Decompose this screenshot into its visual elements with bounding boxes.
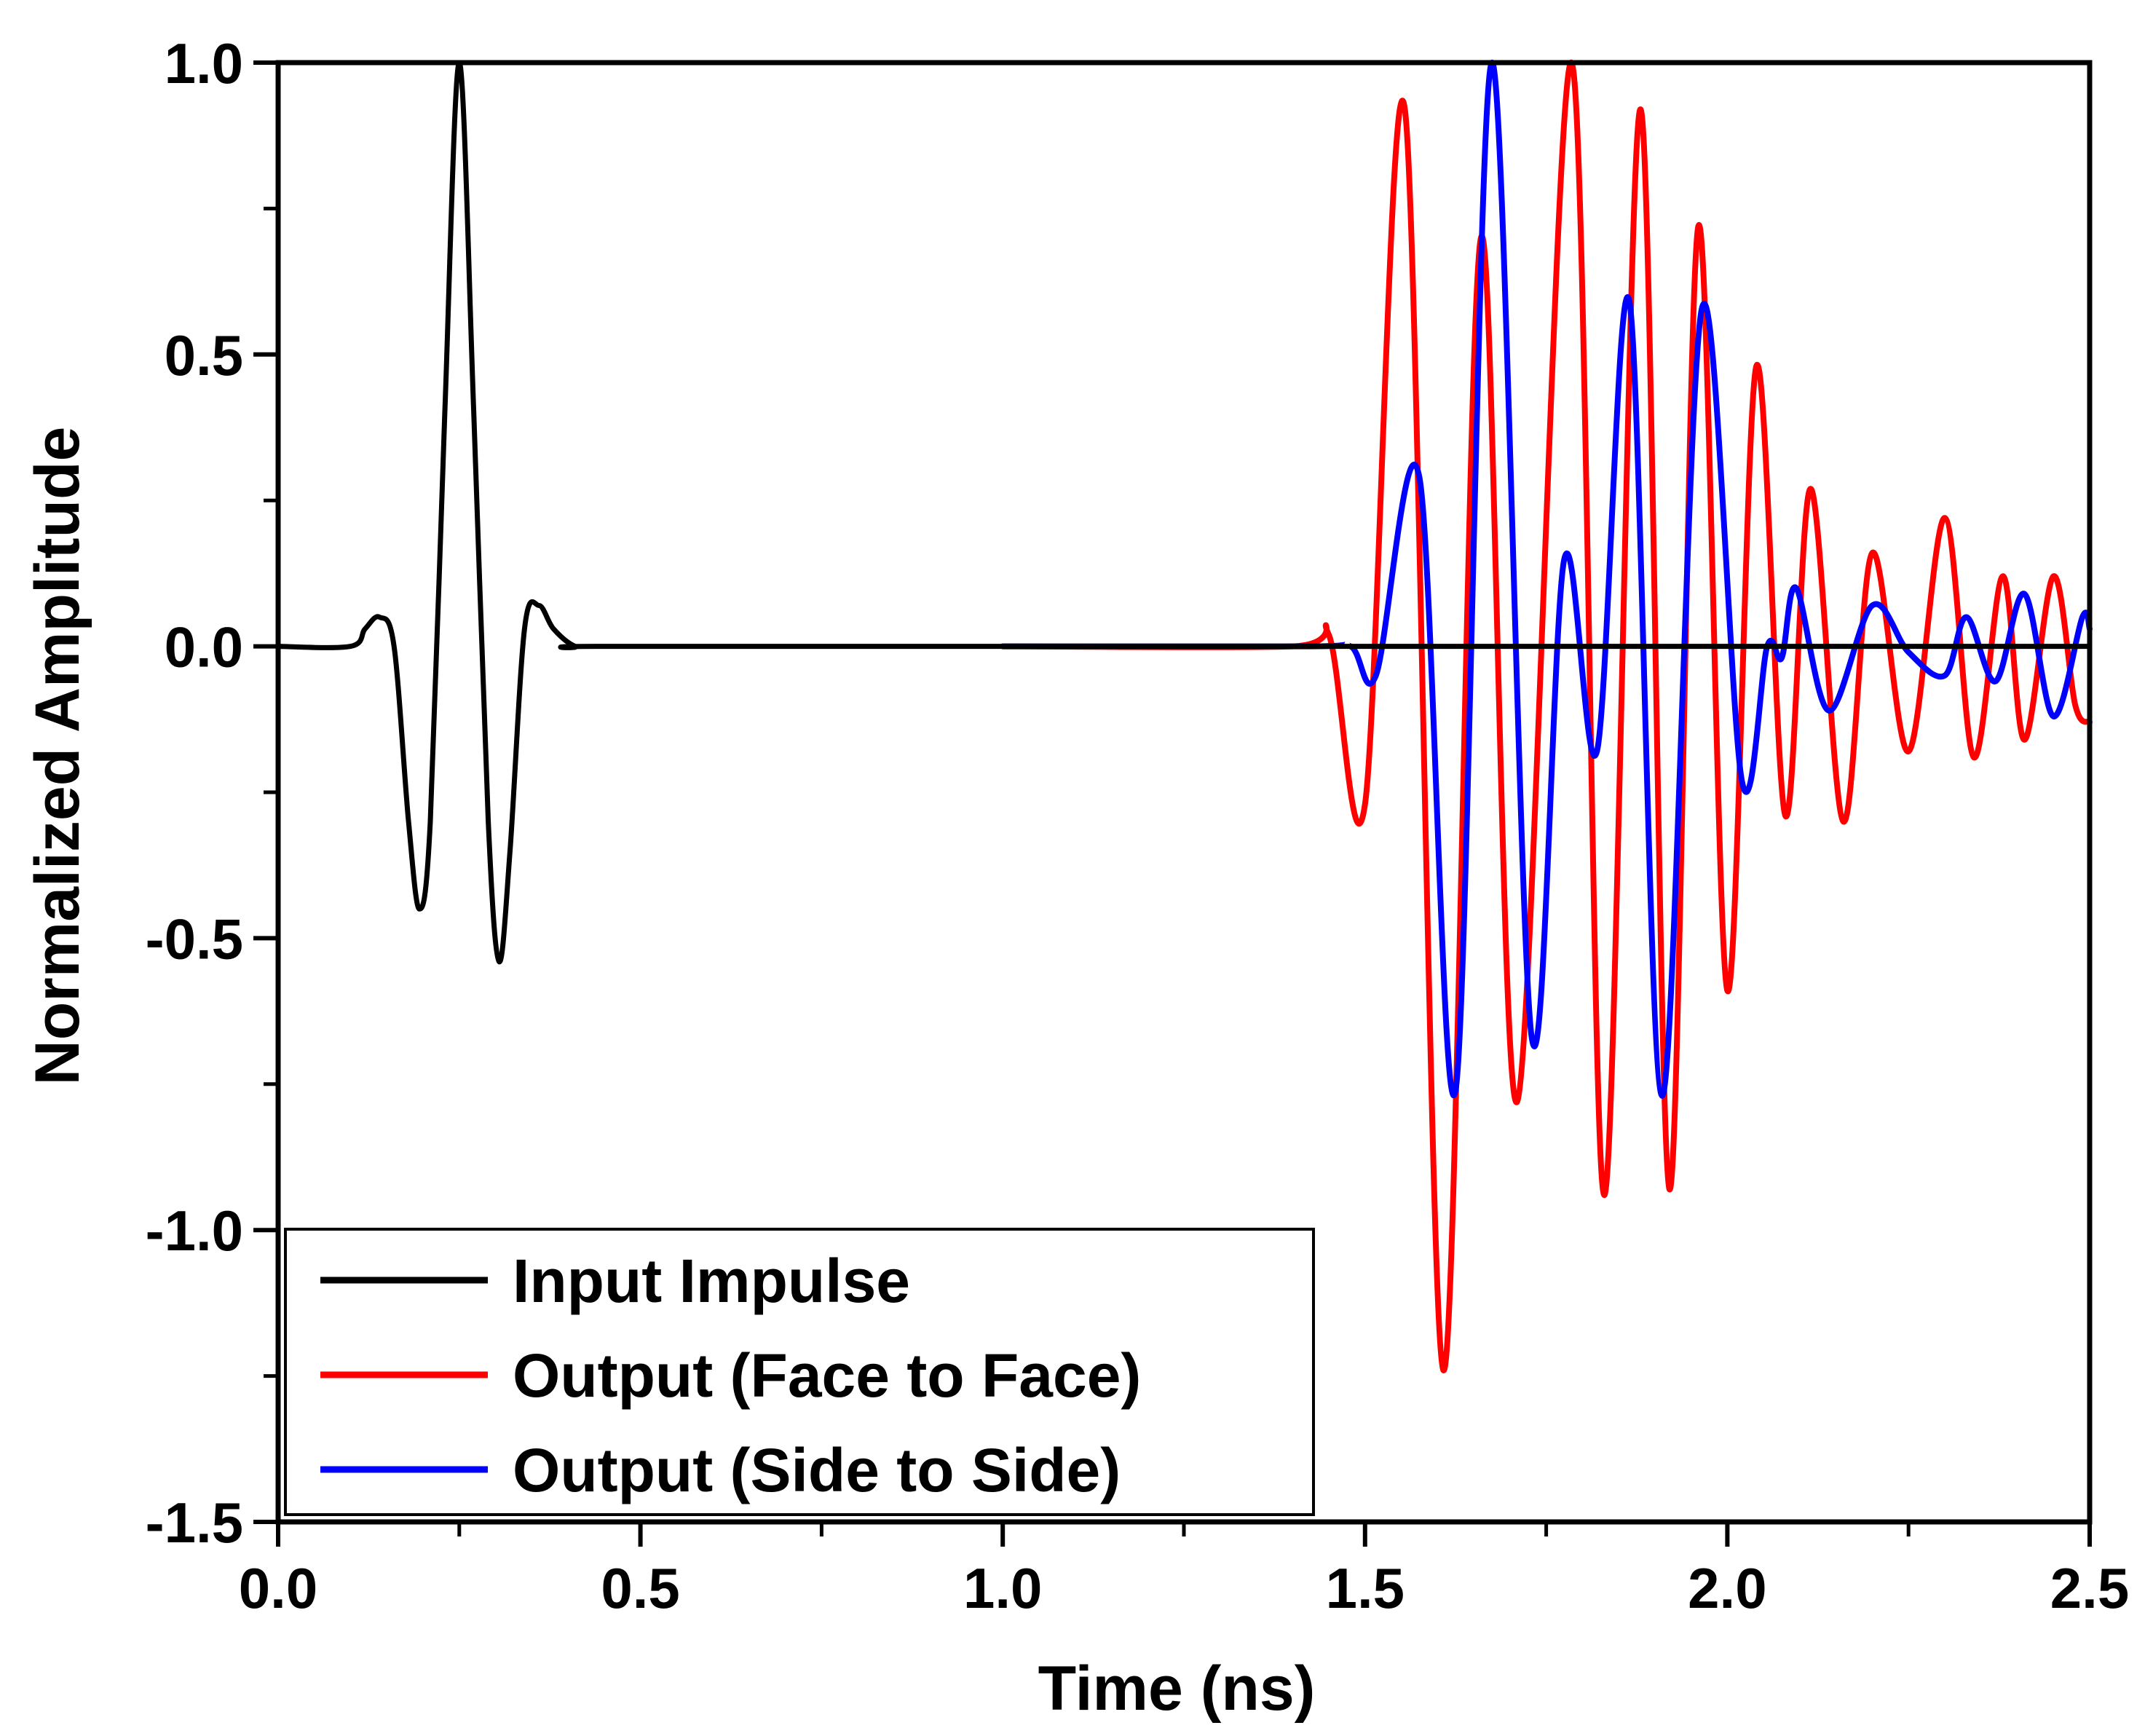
- series-layer: [275, 59, 2093, 1373]
- series-line-input-impulse: [275, 60, 2093, 965]
- x-axis-title: Time (ns): [1038, 1654, 1316, 1724]
- y-tick-label: 0.5: [165, 323, 243, 387]
- y-axis-title: Normalized Amplitude: [23, 427, 92, 1086]
- x-tick-label: 0.5: [601, 1556, 679, 1620]
- series-line-output-face-to-face: [1000, 59, 2093, 1373]
- x-tick-label: 1.0: [963, 1556, 1042, 1620]
- y-tick-label: 1.0: [165, 31, 243, 95]
- series-line-output-side-to-side: [1000, 59, 2093, 1099]
- x-tick-label: 1.5: [1326, 1556, 1405, 1620]
- plot-frame: [275, 60, 2093, 1525]
- legend-label-input-impulse: Input Impulse: [513, 1247, 910, 1315]
- y-tick-label: -1.0: [146, 1199, 243, 1263]
- y-tick-label: 0.0: [165, 615, 243, 679]
- legend-label-output-face-to-face: Output (Face to Face): [513, 1341, 1141, 1410]
- legend: Input Impulse Output (Face to Face) Output…: [284, 1228, 1315, 1516]
- x-tick-label: 2.0: [1688, 1556, 1766, 1620]
- x-tick-label: 2.5: [2050, 1556, 2129, 1620]
- y-tick-label: -0.5: [146, 907, 243, 971]
- legend-label-output-side-to-side: Output (Side to Side): [513, 1436, 1121, 1504]
- tick-layer: 0.0 0.5 1.0 1.5 2.0 2.5 -1.5 -1.0 -0.5 0.0 0.5 1.0: [146, 31, 2130, 1620]
- x-tick-label: 0.0: [239, 1556, 317, 1620]
- y-tick-label: -1.5: [146, 1491, 243, 1555]
